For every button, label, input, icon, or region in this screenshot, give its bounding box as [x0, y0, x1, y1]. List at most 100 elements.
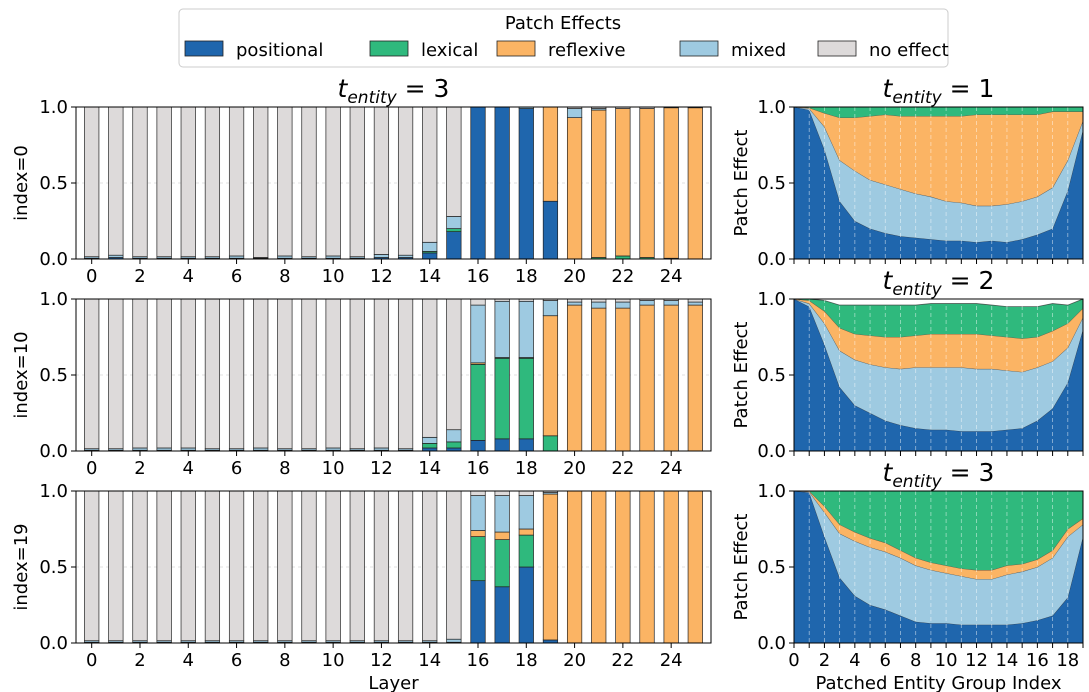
- panel-title: tentity = 3: [883, 458, 995, 492]
- bar-segment-no-effect: [373, 298, 390, 449]
- x-tick-label: 16: [467, 458, 490, 479]
- bar-segment-lexical: [422, 443, 438, 449]
- bar-segment-no-effect: [228, 106, 245, 257]
- bar-layer-4: [180, 490, 196, 644]
- bar-segment-lexical: [518, 534, 534, 568]
- panel-1: 0 2 4 6 8 10 12 14 16 18 20 22 240.00.51.0index=0ten…: [11, 74, 712, 287]
- bar-layer-10: [325, 106, 341, 260]
- bar-segment-no-effect: [494, 490, 510, 496]
- bar-layer-19: [542, 298, 559, 452]
- bar-segment-no-effect: [228, 490, 245, 642]
- bar-segment-positional: [422, 252, 438, 260]
- bar-segment-reflexive: [639, 108, 655, 258]
- bar-segment-no-effect: [277, 490, 293, 642]
- bar-segment-reflexive: [663, 490, 679, 644]
- bar-segment-no-effect: [180, 106, 196, 258]
- bar-layer-21: [591, 298, 607, 452]
- x-tick-label: 24: [660, 266, 683, 287]
- bar-layer-8: [277, 106, 293, 260]
- bar-layer-7: [253, 298, 269, 452]
- area-reflexive: [794, 491, 1083, 580]
- x-tick-label: 4: [183, 266, 194, 287]
- bar-layer-25: [687, 490, 703, 644]
- x-tick-label: 8: [279, 266, 290, 287]
- bar-segment-lexical: [470, 364, 486, 441]
- bar-segment-mixed: [373, 254, 390, 258]
- legend-title: Patch Effects: [505, 13, 621, 34]
- bar-segment-no-effect: [180, 298, 196, 449]
- y-tick-label: 0.0: [757, 249, 786, 270]
- bar-segment-no-effect: [518, 490, 534, 496]
- bar-segment-no-effect: [422, 490, 438, 642]
- bar-segment-reflexive: [542, 493, 559, 641]
- bar-layer-22: [615, 298, 631, 452]
- bar-layer-13: [397, 490, 414, 644]
- y-axis-label: index=10: [11, 331, 32, 418]
- bar-layer-4: [180, 106, 196, 260]
- bar-segment-mixed: [446, 429, 462, 443]
- x-tick-label: 4: [849, 650, 860, 671]
- panel-title: tentity = 2: [883, 266, 995, 300]
- y-tick-label: 0.5: [39, 557, 68, 578]
- bar-segment-reflexive: [591, 490, 607, 644]
- bar-layer-21: [591, 490, 607, 644]
- bar-layer-19: [542, 490, 559, 644]
- bar-layer-6: [228, 298, 245, 452]
- bar-layer-1: [108, 298, 124, 452]
- area-mixed: [794, 107, 1083, 243]
- x-tick-label: 2: [819, 650, 830, 671]
- x-tick-label: 0: [86, 650, 97, 671]
- bar-layer-24: [663, 106, 679, 260]
- area-reflexive: [794, 299, 1083, 372]
- x-tick-label: 22: [611, 266, 634, 287]
- bar-segment-no-effect: [156, 106, 172, 258]
- bar-layer-24: [663, 490, 679, 644]
- bar-layer-23: [639, 490, 655, 644]
- bar-segment-mixed: [566, 108, 583, 118]
- bar-layer-5: [204, 298, 221, 452]
- bar-layer-12: [373, 106, 390, 260]
- bar-segment-mixed: [518, 300, 534, 358]
- x-tick-label: 14: [418, 650, 441, 671]
- bar-segment-no-effect: [446, 298, 462, 431]
- y-tick-label: 0.5: [39, 173, 68, 194]
- bar-segment-mixed: [494, 495, 510, 533]
- bar-segment-no-effect: [325, 490, 341, 642]
- legend-label: mixed: [731, 40, 786, 61]
- bar-segment-no-effect: [446, 106, 462, 217]
- y-axis-label: Patch Effect: [731, 514, 752, 621]
- bar-segment-no-effect: [301, 298, 317, 450]
- bar-segment-mixed: [663, 300, 679, 306]
- bar-segment-no-effect: [373, 490, 390, 642]
- bar-segment-reflexive: [639, 304, 655, 452]
- bar-layer-18: [518, 106, 534, 260]
- legend-item-no-effect: no effect: [817, 40, 949, 61]
- bar-segment-lexical: [494, 539, 510, 588]
- bar-layer-13: [397, 106, 414, 260]
- x-tick-label: 18: [1056, 650, 1079, 671]
- bar-layer-21: [591, 106, 607, 260]
- bar-segment-no-effect: [84, 298, 100, 450]
- legend-swatch: [679, 40, 719, 57]
- bar-segment-reflexive: [687, 304, 703, 452]
- bar-segment-positional: [470, 580, 486, 644]
- bar-layer-1: [108, 106, 124, 260]
- y-tick-label: 0.0: [39, 633, 68, 654]
- x-axis-label: Layer: [368, 673, 419, 692]
- bar-segment-no-effect: [204, 106, 221, 258]
- bar-segment-no-effect: [228, 298, 245, 450]
- bar-segment-no-effect: [204, 490, 221, 642]
- bar-segment-no-effect: [132, 106, 148, 258]
- x-tick-label: 6: [231, 650, 242, 671]
- bar-layer-14: [422, 106, 438, 260]
- bar-layer-15: [446, 490, 462, 644]
- bar-segment-reflexive: [591, 307, 607, 452]
- x-tick-label: 20: [563, 458, 586, 479]
- bar-layer-17: [494, 106, 510, 260]
- legend-item-mixed: mixed: [679, 40, 786, 61]
- y-tick-label: 1.0: [39, 481, 68, 502]
- x-tick-label: 16: [467, 266, 490, 287]
- bar-segment-reflexive: [566, 490, 583, 644]
- bar-layer-9: [301, 298, 317, 452]
